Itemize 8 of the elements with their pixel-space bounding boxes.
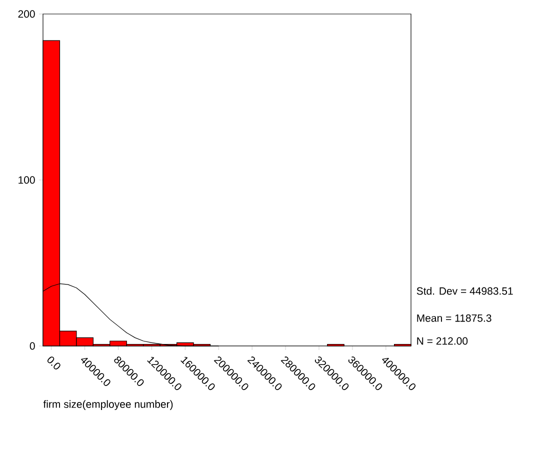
y-tick-label: 0 [30,342,35,350]
text: N = 212.00 [417,337,468,345]
x-axis-title: firm size(employee number) [43,400,173,410]
text: Std. Dev = 44983.51 [416,287,513,295]
y-tick-label: 200 [18,10,35,18]
y-tick-label: 100 [18,176,35,184]
text: Mean = 11875.3 [417,314,492,322]
x-tick-label: 0.0 [47,356,60,370]
